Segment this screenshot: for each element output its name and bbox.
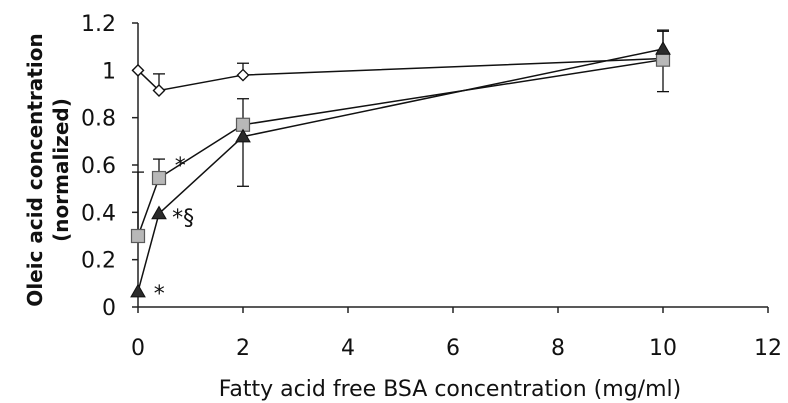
series-3-point	[655, 41, 671, 55]
y-tick-label: 0.2	[81, 249, 116, 274]
y-tick-label: 1.2	[81, 12, 116, 37]
y-tick-label: 0	[102, 296, 116, 321]
x-tick-label: 6	[446, 336, 460, 361]
x-tick-label: 10	[649, 336, 677, 361]
series-2-point	[655, 52, 671, 67]
series-1-point	[236, 68, 250, 82]
series-3-point	[151, 205, 167, 220]
series-3-point	[130, 283, 146, 298]
plot-area: 0 0.2 0.4 0.6 0.8 1 1.2 0 2 4 6 8 10 12 * *§ *	[81, 12, 782, 361]
series-3-point	[235, 128, 251, 143]
x-tick-label: 4	[341, 336, 355, 361]
y-tick-label: 0.6	[81, 154, 116, 179]
series-1-point	[152, 83, 166, 97]
series-3-line	[137, 48, 664, 292]
y-axis-title: Oleic acid concentration (normalized)	[23, 33, 73, 306]
series-1-line	[137, 57, 664, 92]
x-axis-title: Fatty acid free BSA concentration (mg/ml…	[219, 377, 681, 402]
significance-annotation: *§	[172, 206, 194, 231]
significance-annotation: *	[154, 282, 165, 307]
x-tick-label: 8	[551, 336, 565, 361]
series-1-point	[131, 63, 145, 77]
series-2-line	[137, 58, 664, 237]
series-2-point	[151, 170, 167, 186]
significance-annotation: *	[175, 154, 186, 179]
y-axis-title-line1: Oleic acid concentration	[23, 33, 47, 306]
series-2-point	[130, 228, 146, 244]
y-tick-label: 0.8	[81, 107, 116, 132]
x-tick-label: 0	[131, 336, 145, 361]
y-tick-label: 0.4	[81, 201, 116, 226]
x-tick-label: 12	[754, 336, 782, 361]
y-axis-title-line2: (normalized)	[49, 98, 73, 242]
y-tick-label: 1	[102, 59, 116, 84]
x-tick-label: 2	[236, 336, 250, 361]
